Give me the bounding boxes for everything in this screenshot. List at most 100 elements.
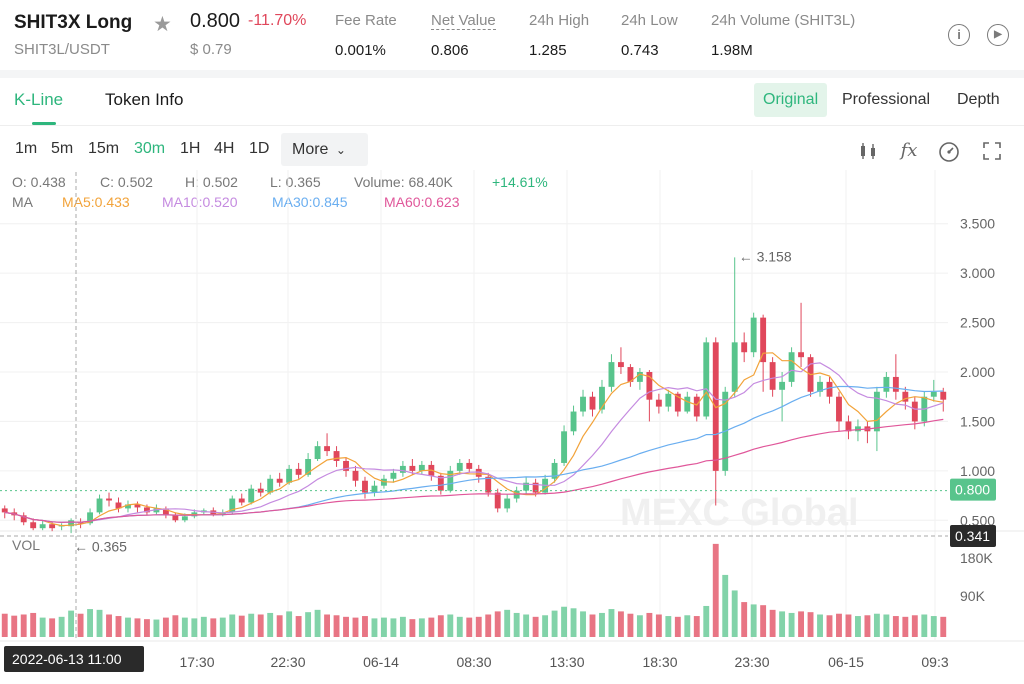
candle-body <box>447 470 454 491</box>
candle-body <box>855 426 861 432</box>
candle-body <box>399 465 406 473</box>
volume-24h-label: 24h Volume (SHIT3L) <box>711 12 856 29</box>
candle-body <box>49 524 56 529</box>
candle-body <box>589 396 596 410</box>
candle-body <box>580 396 586 412</box>
chart-tabs: K-Line Token Info Original Professional … <box>0 78 1024 126</box>
volume-bar <box>248 613 255 637</box>
candle-body <box>39 524 46 529</box>
candle-body <box>172 515 179 521</box>
tab-kline[interactable]: K-Line <box>14 90 64 109</box>
volume-bar <box>343 616 349 637</box>
volume-bar <box>352 617 359 637</box>
volume-bar <box>940 616 947 637</box>
candle-body <box>125 504 131 509</box>
volume-bar <box>826 615 833 637</box>
interval-30m[interactable]: 30m <box>134 140 166 157</box>
volume-bar <box>381 617 387 637</box>
settings-gauge-icon[interactable] <box>938 140 960 162</box>
candle-body <box>570 411 577 432</box>
volume-bar <box>722 574 729 637</box>
candle-body <box>655 399 662 407</box>
volume-bar <box>447 614 454 637</box>
volume-bar <box>807 612 814 637</box>
candle-body <box>466 462 473 469</box>
candle-body <box>30 522 37 529</box>
candle-body <box>826 381 833 397</box>
candle-body <box>703 342 710 417</box>
volume-bar <box>428 617 435 637</box>
volume-bar <box>930 616 937 637</box>
volume-bar <box>399 616 406 637</box>
net-value-value: 0.806 <box>431 42 469 59</box>
ohlc-high: H: 0.502 <box>185 174 238 190</box>
volume-bar <box>305 612 312 637</box>
current-price-label: 0.800 <box>955 482 990 498</box>
volume-bar <box>646 612 653 637</box>
volume-bar <box>58 616 65 637</box>
interval-1m[interactable]: 1m <box>15 140 38 157</box>
info-icon[interactable]: i <box>948 24 970 46</box>
net-value-label[interactable]: Net Value <box>431 12 496 30</box>
volume-bar <box>817 614 823 637</box>
candle-body <box>608 362 615 387</box>
volume-bar <box>731 590 738 637</box>
candle-body <box>475 468 482 477</box>
y-tick-label: 1.000 <box>960 463 995 479</box>
interval-5m[interactable]: 5m <box>51 140 74 157</box>
volume-24h-value: 1.98M <box>711 42 753 59</box>
candle-type-icon[interactable] <box>857 140 879 162</box>
interval-1h[interactable]: 1H <box>180 140 201 157</box>
candle-body <box>106 498 112 501</box>
candle-body <box>693 396 700 417</box>
candle-body <box>873 391 880 432</box>
volume-bar <box>551 610 558 637</box>
x-tick-label: 06-14 <box>363 654 399 670</box>
volume-bar <box>219 617 226 637</box>
volume-bar <box>106 614 112 637</box>
volume-bar <box>456 616 463 637</box>
volume-bar <box>599 612 605 637</box>
volume-bar <box>286 611 293 637</box>
fullscreen-icon[interactable] <box>981 140 1003 162</box>
volume-bar <box>200 616 207 637</box>
volume-bar <box>855 616 861 637</box>
watermark: MEXC Global <box>620 492 859 534</box>
candle-body <box>409 465 416 471</box>
tab-token-info[interactable]: Token Info <box>105 90 184 109</box>
ma30-legend: MA30:0.845 <box>272 194 348 210</box>
volume-bar <box>333 615 340 637</box>
interval-4h[interactable]: 4H <box>214 140 235 157</box>
volume-bar <box>191 618 198 637</box>
candle-body <box>68 520 75 527</box>
candle-body <box>248 488 255 503</box>
candle-body <box>96 498 103 513</box>
high-24h-label: 24h High <box>529 12 590 29</box>
candle-body <box>769 362 776 390</box>
favorite-star-icon[interactable]: ★ <box>153 13 172 36</box>
divider <box>0 70 1024 78</box>
view-original-button[interactable]: Original <box>754 83 828 117</box>
candle-body <box>750 317 757 353</box>
interval-1d[interactable]: 1D <box>249 140 270 157</box>
volume-bar <box>769 609 776 637</box>
candle-body <box>343 460 349 471</box>
candle-body <box>229 498 236 513</box>
view-depth-button[interactable]: Depth <box>957 91 1000 108</box>
indicator-fx-icon[interactable]: fx <box>900 140 918 161</box>
view-professional-button[interactable]: Professional <box>842 91 931 108</box>
volume-bar <box>570 608 577 637</box>
ma10-legend: MA10:0.520 <box>162 194 238 210</box>
candle-body <box>77 522 84 524</box>
candle-body <box>798 352 804 358</box>
play-icon[interactable]: ▶ <box>987 24 1009 46</box>
volume-bar <box>418 618 425 637</box>
volume-bar <box>276 615 283 637</box>
volume-bar <box>409 619 416 637</box>
more-intervals-dropdown[interactable]: More ⌄ <box>281 133 368 166</box>
usd-price: $ 0.79 <box>190 41 232 58</box>
candle-body <box>817 381 823 392</box>
interval-15m[interactable]: 15m <box>88 140 120 157</box>
candle-body <box>532 482 539 493</box>
